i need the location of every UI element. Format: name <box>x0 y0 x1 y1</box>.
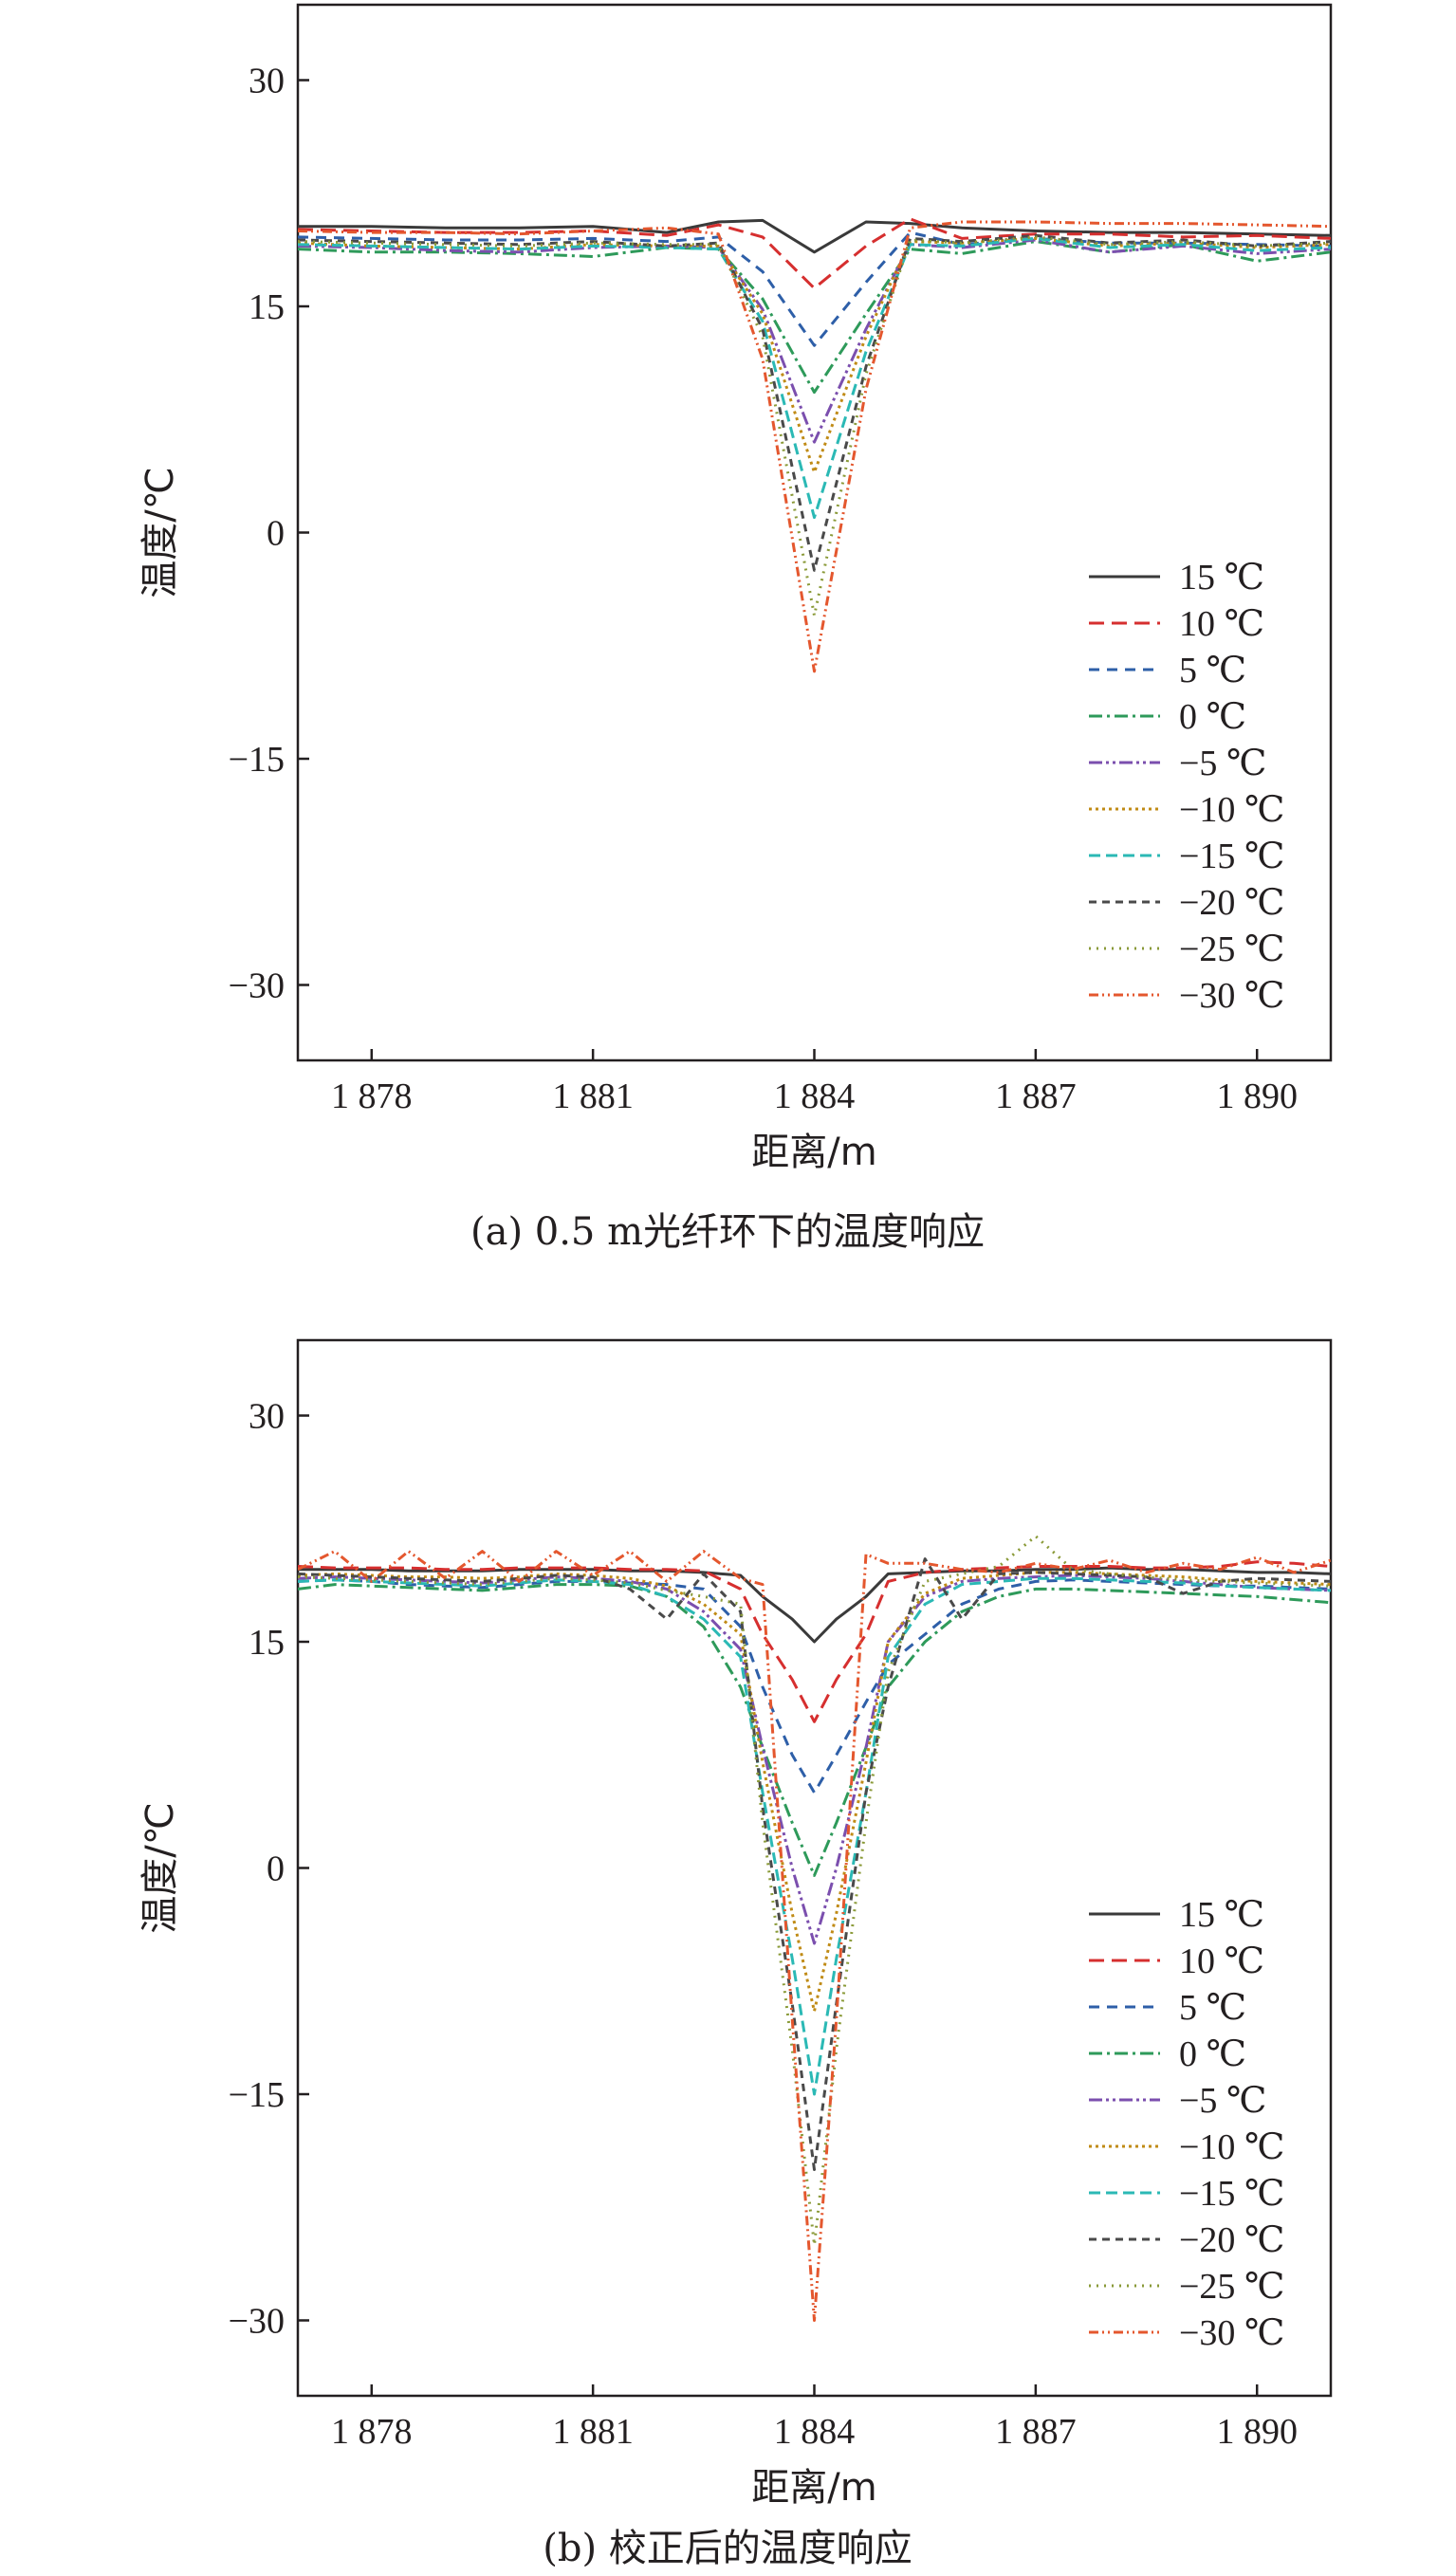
x-axis-title: 距离/m <box>751 2466 876 2510</box>
legend-label: −25 ℃ <box>1179 2267 1284 2307</box>
legend-label: 15 ℃ <box>1179 558 1264 598</box>
series-line-1 <box>298 1560 1331 1723</box>
series-group <box>298 217 1331 673</box>
series-line-3 <box>298 1583 1331 1877</box>
series-line-7 <box>298 1557 1331 2171</box>
legend: 15 ℃ 10 ℃ 5 ℃ 0 ℃ −5 ℃ −10 ℃ −15 ℃ −20 ℃ −25 ℃ −3… <box>1089 558 1284 1016</box>
legend-label: 0 ℃ <box>1179 2034 1246 2074</box>
series-line-2 <box>298 1578 1331 1794</box>
legend-label: −5 ℃ <box>1179 744 1266 783</box>
x-axis-title: 距离/m <box>751 1131 876 1174</box>
series-line-1 <box>298 217 1331 290</box>
x-tick-label: 1 884 <box>774 2412 856 2452</box>
x-tick-label: 1 878 <box>331 1076 413 1116</box>
legend-label: 0 ℃ <box>1179 697 1246 737</box>
plot-frame <box>296 1338 1333 2398</box>
x-tick-label: 1 887 <box>995 2412 1077 2452</box>
y-tick-label: 30 <box>249 1397 285 1437</box>
x-tick-label: 1 878 <box>331 2412 413 2452</box>
temperature-chart-a: 30 15 0 −15 −30 1 878 1 881 1 884 1 887 1 890 距离/m… <box>138 3 1333 1254</box>
legend-label: 15 ℃ <box>1179 1895 1264 1935</box>
series-line-4 <box>298 238 1331 444</box>
y-tick-label: 0 <box>267 514 285 554</box>
plot-frame <box>296 3 1333 1062</box>
series-line-8 <box>298 235 1331 617</box>
x-tick-label: 1 887 <box>995 1076 1077 1116</box>
y-tick-label: −15 <box>229 740 285 780</box>
series-line-0 <box>298 1566 1331 1644</box>
series-group <box>298 1535 1331 2322</box>
temperature-chart-b: 30 15 0 −15 −30 1 878 1 881 1 884 1 887 1 890 距离/m… <box>138 1338 1333 2570</box>
series-line-4 <box>298 1573 1331 1945</box>
legend-label: 5 ℃ <box>1179 651 1246 690</box>
figure-caption: (a) 0.5 m光纤环下的温度响应 <box>470 1210 985 1254</box>
x-tick-label: 1 881 <box>552 2412 634 2452</box>
legend-label: −10 ℃ <box>1179 790 1284 830</box>
legend-label: 10 ℃ <box>1179 1941 1264 1981</box>
y-tick-label: −15 <box>229 2075 285 2115</box>
x-tick-label: 1 890 <box>1216 2412 1298 2452</box>
y-tick-label: −30 <box>229 2302 285 2342</box>
series-line-7 <box>298 233 1331 572</box>
legend-label: −15 ℃ <box>1179 837 1284 876</box>
figure-caption: (b) 校正后的温度响应 <box>543 2527 912 2570</box>
legend-label: −25 ℃ <box>1179 929 1284 969</box>
y-tick-label: 15 <box>249 287 285 327</box>
legend-label: 5 ℃ <box>1179 1988 1246 2028</box>
x-tick-label: 1 881 <box>552 1076 634 1116</box>
legend-label: −20 ℃ <box>1179 2220 1284 2260</box>
series-line-0 <box>298 218 1331 254</box>
x-tick-label: 1 884 <box>774 1076 856 1116</box>
y-tick-label: 0 <box>267 1849 285 1889</box>
legend-label: −30 ℃ <box>1179 976 1284 1016</box>
legend-label: −30 ℃ <box>1179 2313 1284 2353</box>
figure-a: 30 15 0 −15 −30 1 878 1 881 1 884 1 887 1 890 距离/m… <box>138 3 1333 1254</box>
legend-label: −20 ℃ <box>1179 883 1284 923</box>
series-line-8 <box>298 1535 1331 2247</box>
series-line-5 <box>298 236 1331 474</box>
legend-label: 10 ℃ <box>1179 604 1264 644</box>
y-tick-label: 15 <box>249 1623 285 1663</box>
y-tick-label: −30 <box>229 966 285 1006</box>
legend-label: −5 ℃ <box>1179 2081 1266 2121</box>
x-tick-label: 1 890 <box>1216 1076 1298 1116</box>
legend: 15 ℃ 10 ℃ 5 ℃ 0 ℃ −5 ℃ −10 ℃ −15 ℃ −20 ℃ −25 ℃ −3… <box>1089 1895 1284 2353</box>
legend-label: −15 ℃ <box>1179 2174 1284 2214</box>
series-line-3 <box>298 240 1331 395</box>
series-line-6 <box>298 236 1331 520</box>
y-tick-label: 30 <box>249 62 285 101</box>
figure-b: 30 15 0 −15 −30 1 878 1 881 1 884 1 887 1 890 距离/m… <box>0 1288 1456 2576</box>
series-line-9 <box>298 220 1331 673</box>
y-axis-title: 温度/℃ <box>138 1802 182 1933</box>
y-axis-title: 温度/℃ <box>138 467 182 598</box>
series-line-6 <box>298 1576 1331 2096</box>
legend-label: −10 ℃ <box>1179 2127 1284 2167</box>
series-line-9 <box>298 1550 1331 2322</box>
